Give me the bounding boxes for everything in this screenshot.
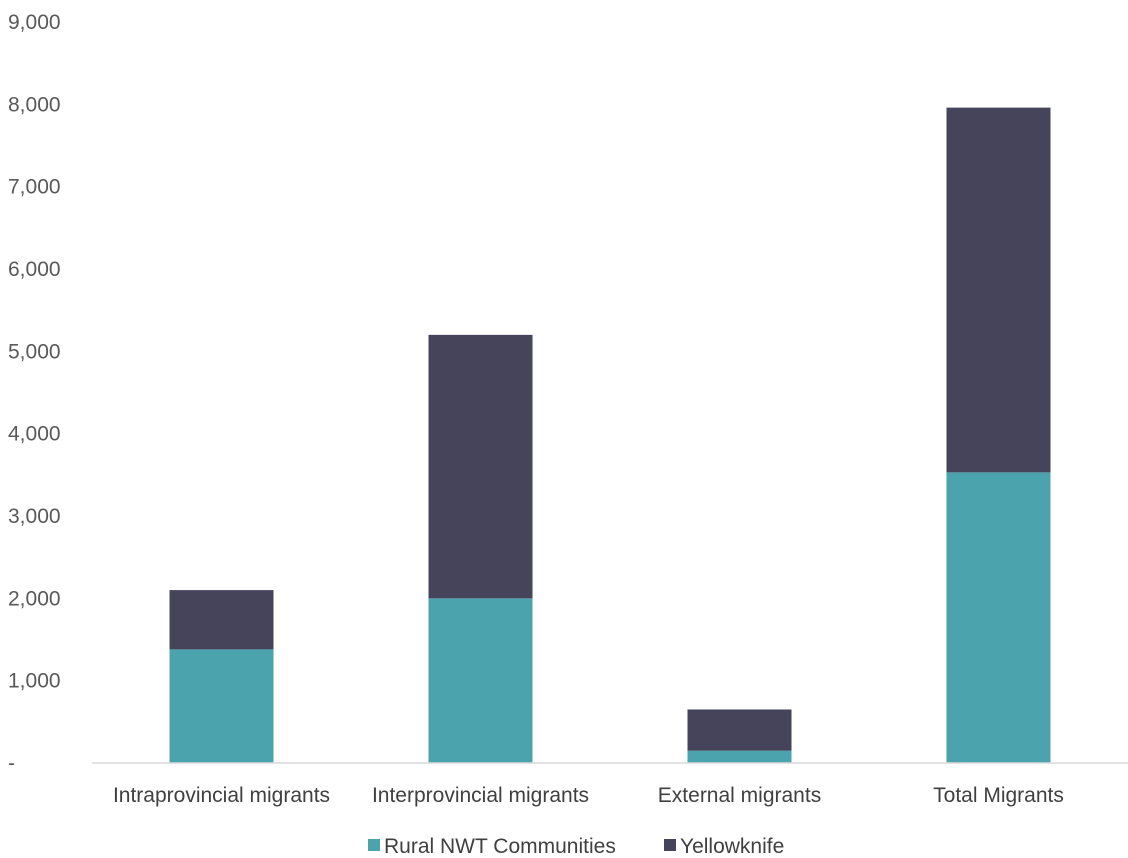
x-category-label: Interprovincial migrants bbox=[372, 784, 589, 807]
y-axis-tick-labels: - 1,000 2,000 3,000 4,000 5,000 6,000 7,000 8,00… bbox=[8, 11, 61, 775]
y-tick-label: 8,000 bbox=[8, 93, 61, 116]
x-category-label: External migrants bbox=[658, 784, 821, 807]
y-tick-label: 4,000 bbox=[8, 423, 61, 446]
legend-label: Yellowknife bbox=[680, 835, 784, 858]
bar-stacks bbox=[169, 107, 1051, 763]
x-axis-category-labels: Intraprovincial migrants Interprovincial … bbox=[113, 784, 1064, 807]
y-tick-label: 2,000 bbox=[8, 587, 61, 610]
legend-swatch bbox=[368, 839, 380, 851]
x-category-label: Total Migrants bbox=[933, 784, 1064, 807]
legend-swatch bbox=[664, 839, 676, 851]
bar-segment-rural-nwt-communities-3 bbox=[687, 750, 792, 763]
legend-label: Rural NWT Communities bbox=[384, 835, 616, 858]
y-tick-label: - bbox=[8, 752, 15, 775]
bar-segment-yellowknife-4 bbox=[946, 107, 1051, 473]
legend: Rural NWT Communities Yellowknife bbox=[368, 835, 784, 858]
y-tick-label: 6,000 bbox=[8, 258, 61, 281]
bar-segment-yellowknife-2 bbox=[428, 334, 533, 599]
bar-segment-rural-nwt-communities-1 bbox=[169, 649, 274, 763]
x-category-label: Intraprovincial migrants bbox=[113, 784, 330, 807]
bar-segment-rural-nwt-communities-2 bbox=[428, 598, 533, 763]
bar-segment-yellowknife-3 bbox=[687, 709, 792, 751]
bar-segment-rural-nwt-communities-4 bbox=[946, 472, 1051, 763]
y-tick-label: 3,000 bbox=[8, 505, 61, 528]
y-tick-label: 5,000 bbox=[8, 340, 61, 363]
y-tick-label: 1,000 bbox=[8, 670, 61, 693]
y-tick-label: 7,000 bbox=[8, 176, 61, 199]
y-tick-label: 9,000 bbox=[8, 11, 61, 34]
bar-segment-yellowknife-1 bbox=[169, 590, 274, 650]
